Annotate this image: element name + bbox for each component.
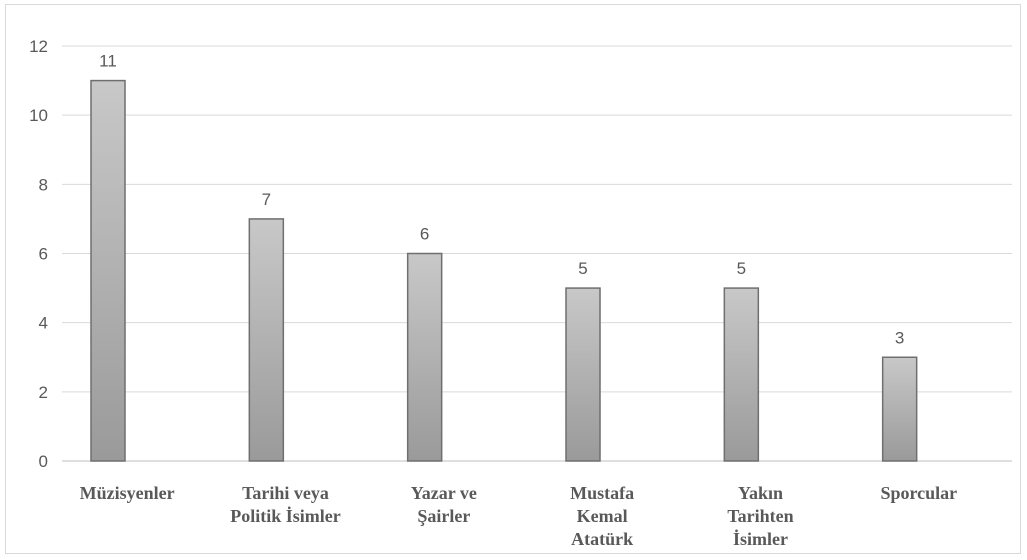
- y-tick-label: 10: [29, 106, 48, 125]
- bar: [90, 79, 126, 462]
- bar: [881, 356, 918, 462]
- y-tick-label: 8: [39, 175, 48, 194]
- category-labels: Müzisyenler Tarihi veya Politik İsimler Yaz…: [80, 483, 958, 549]
- y-tick-label: 6: [39, 245, 48, 264]
- category-label: Tarihi veya Politik İsimler: [230, 483, 341, 526]
- category-label: Sporcular: [880, 483, 957, 503]
- category-label: Yazar ve Şairler: [411, 483, 477, 526]
- bar: [248, 218, 285, 462]
- data-label: 7: [262, 190, 271, 209]
- data-label: 11: [99, 52, 117, 71]
- data-label: 5: [737, 259, 746, 278]
- bar: [406, 252, 443, 462]
- category-label: Müzisyenler: [80, 483, 175, 503]
- chart-frame: [5, 4, 1021, 554]
- gridlines: [62, 45, 1012, 462]
- y-tick-label: 4: [39, 314, 48, 333]
- y-tick-label: 12: [29, 37, 48, 56]
- data-label: 5: [578, 259, 587, 278]
- data-labels: 11 7 6 5 5 3: [99, 52, 904, 348]
- y-tick-label: 2: [39, 383, 48, 402]
- category-label: Yakın Tarihten İsimler: [727, 483, 793, 549]
- data-label: 6: [420, 225, 429, 244]
- category-label: Mustafa Kemal Atatürk: [570, 483, 634, 549]
- y-tick-label: 0: [39, 452, 48, 471]
- y-axis-ticks: 0 2 4 6 8 10 12: [29, 37, 48, 471]
- bars: [90, 79, 918, 462]
- bar: [565, 287, 601, 462]
- data-label: 3: [895, 328, 904, 347]
- bar: [723, 287, 760, 462]
